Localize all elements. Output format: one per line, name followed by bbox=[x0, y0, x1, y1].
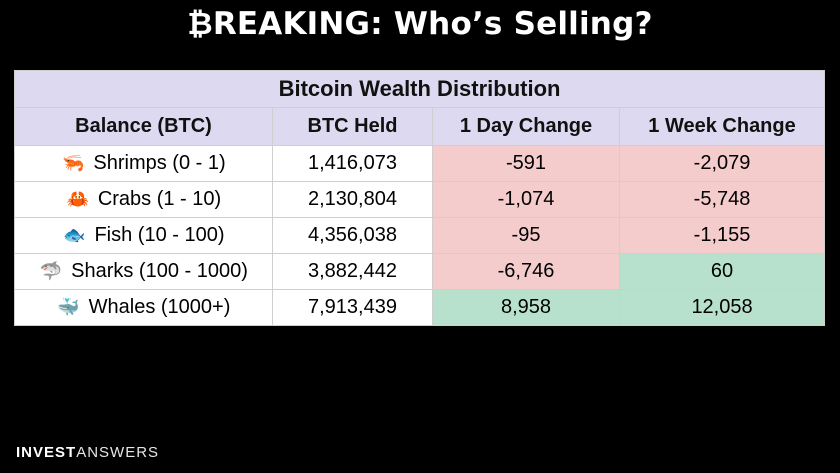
day-change-cell: 8,958 bbox=[432, 289, 620, 326]
crab-icon: 🦀 bbox=[66, 189, 90, 209]
week-change-cell: -2,079 bbox=[618, 145, 826, 182]
table-row: 🦀 Crabs (1 - 10) 2,130,804 -1,074 -5,748 bbox=[14, 181, 826, 218]
week-change-cell: -5,748 bbox=[618, 181, 826, 218]
column-header-btc-held: BTC Held bbox=[272, 107, 433, 146]
table-row: 🐟 Fish (10 - 100) 4,356,038 -95 -1,155 bbox=[14, 217, 826, 254]
day-change-cell: -591 bbox=[432, 145, 620, 182]
table-row: 🦈 Sharks (100 - 1000) 3,882,442 -6,746 60 bbox=[14, 253, 826, 290]
fish-icon: 🐟 bbox=[63, 225, 86, 245]
balance-label: Shrimps (0 - 1) bbox=[93, 152, 226, 174]
btc-held-cell: 7,913,439 bbox=[272, 289, 433, 326]
shark-icon: 🦈 bbox=[39, 261, 63, 281]
brand-logo-bold: INVEST bbox=[16, 444, 77, 461]
headline-text: REAKING: Who’s Selling? bbox=[212, 6, 653, 42]
day-change-cell: -95 bbox=[432, 217, 620, 254]
balance-cell: 🐳 Whales (1000+) bbox=[14, 289, 273, 326]
week-change-cell: 60 bbox=[618, 253, 826, 290]
day-change-cell: -1,074 bbox=[432, 181, 620, 218]
column-header-balance: Balance (BTC) bbox=[14, 107, 273, 146]
balance-cell: 🦈 Sharks (100 - 1000) bbox=[14, 253, 273, 290]
day-change-cell: -6,746 bbox=[432, 253, 620, 290]
table-row: 🦐 Shrimps (0 - 1) 1,416,073 -591 -2,079 bbox=[14, 145, 826, 182]
balance-label: Whales (1000+) bbox=[88, 296, 231, 318]
btc-held-cell: 1,416,073 bbox=[272, 145, 433, 182]
brand-logo-light: ANSWERS bbox=[76, 444, 160, 461]
balance-label: Crabs (1 - 10) bbox=[97, 188, 222, 210]
balance-label: Sharks (100 - 1000) bbox=[71, 260, 248, 282]
brand-logo: INVESTANSWERS bbox=[16, 444, 159, 461]
shrimp-icon: 🦐 bbox=[62, 153, 85, 173]
column-header-week-change: 1 Week Change bbox=[618, 107, 826, 146]
wealth-distribution-table: Bitcoin Wealth Distribution Balance (BTC… bbox=[13, 70, 826, 326]
balance-cell: 🦀 Crabs (1 - 10) bbox=[14, 181, 273, 218]
week-change-cell: 12,058 bbox=[618, 289, 826, 326]
column-header-day-change: 1 Day Change bbox=[432, 107, 620, 146]
btc-held-cell: 2,130,804 bbox=[272, 181, 433, 218]
btc-held-cell: 3,882,442 bbox=[272, 253, 433, 290]
balance-cell: 🦐 Shrimps (0 - 1) bbox=[14, 145, 273, 182]
headline: ₿REAKING: Who’s Selling? bbox=[0, 6, 840, 42]
whale-icon: 🐳 bbox=[57, 297, 80, 317]
table-row: 🐳 Whales (1000+) 7,913,439 8,958 12,058 bbox=[14, 289, 826, 326]
bitcoin-symbol-icon: ₿ bbox=[187, 6, 213, 42]
table-caption: Bitcoin Wealth Distribution bbox=[13, 70, 826, 108]
balance-cell: 🐟 Fish (10 - 100) bbox=[14, 217, 273, 254]
week-change-cell: -1,155 bbox=[618, 217, 826, 254]
balance-label: Fish (10 - 100) bbox=[94, 224, 225, 246]
btc-held-cell: 4,356,038 bbox=[272, 217, 433, 254]
